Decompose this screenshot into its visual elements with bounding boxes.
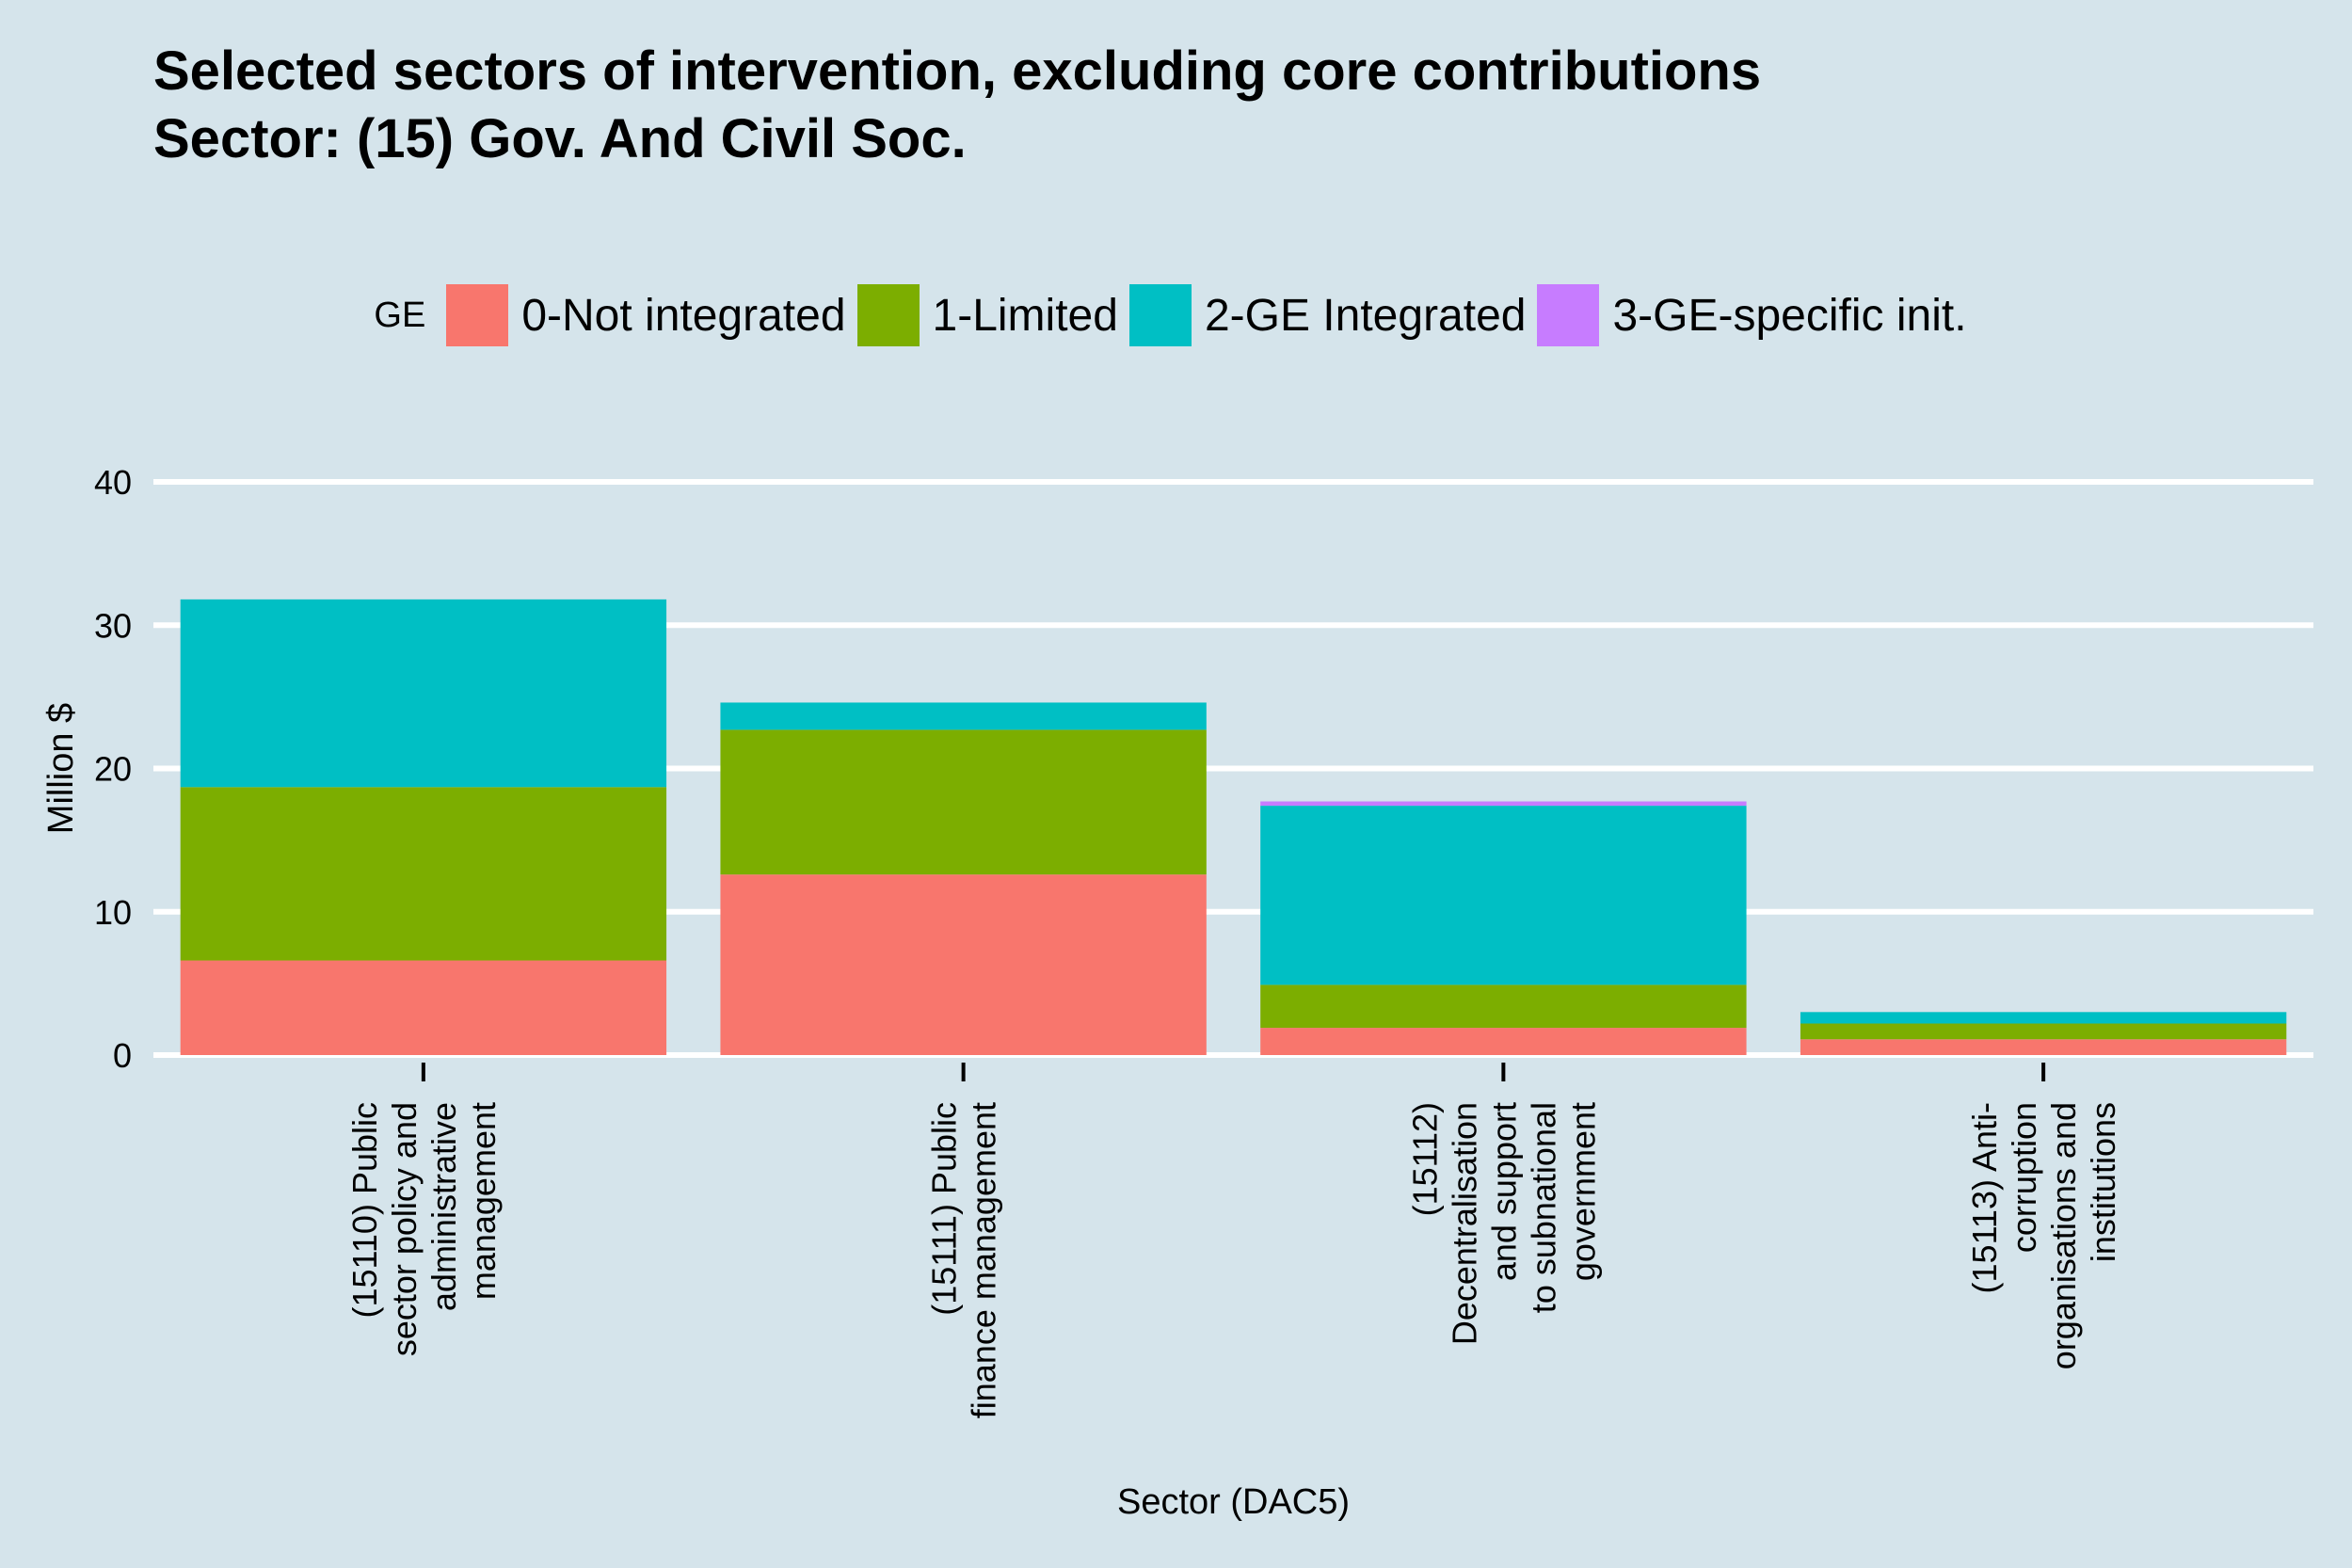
y-tick-label: 0: [113, 1036, 132, 1075]
bar-segment: [1260, 801, 1747, 807]
x-tick-label-text: (15113) Anti-corruptionorganisations and…: [1965, 1102, 2122, 1369]
x-tick-label: (15112)Decentralisationand supportto sub…: [1405, 1102, 1602, 1345]
y-tick-label: 40: [94, 463, 132, 502]
legend-label: 3-GE-specific init.: [1612, 290, 1967, 341]
legend-swatch: [446, 284, 509, 346]
legend-label: 1-Limited: [932, 290, 1118, 341]
y-tick-label: 20: [94, 750, 132, 789]
bar-segment: [720, 729, 1207, 875]
x-tick-label-line: management: [464, 1102, 503, 1300]
x-tick-label-line: sector policy and: [385, 1102, 424, 1356]
bar-segment: [720, 702, 1207, 730]
legend-swatch: [856, 284, 920, 346]
y-tick-label: 10: [94, 893, 132, 932]
bar-segment: [1260, 984, 1747, 1029]
y-tick-label: 30: [94, 606, 132, 645]
chart-title-line-1: Selected sectors of intervention, exclud…: [153, 40, 1762, 102]
x-tick-label-line: institutions: [2084, 1102, 2122, 1262]
legend-swatch: [1537, 284, 1600, 346]
x-tick-label: (15113) Anti-corruptionorganisations and…: [1965, 1102, 2122, 1369]
x-tick-label-text: (15112)Decentralisationand supportto sub…: [1405, 1102, 1602, 1345]
x-tick-label-line: (15110) Public: [345, 1102, 384, 1318]
x-axis-title: Sector (DAC5): [1117, 1482, 1350, 1522]
bar-segment: [1800, 1023, 2287, 1040]
legend-label: 0-Not integrated: [521, 290, 846, 341]
x-tick-label-line: government: [1563, 1102, 1602, 1281]
legend-title: GE: [374, 295, 426, 335]
legend-item-ge-specific: 3-GE-specific init.: [1537, 284, 1967, 346]
x-tick-label-line: administrative: [424, 1102, 463, 1311]
bar-segment: [1800, 1039, 2287, 1055]
legend-item-limited: 1-Limited: [856, 284, 1118, 346]
x-tick-label: (15110) Publicsector policy andadministr…: [345, 1102, 503, 1356]
x-tick-label-line: (15111) Public: [925, 1102, 964, 1316]
bar-segment: [1800, 1012, 2287, 1024]
bar-segment: [1260, 1028, 1747, 1055]
x-tick-label-text: (15110) Publicsector policy andadministr…: [345, 1102, 503, 1356]
x-tick-label-line: finance management: [965, 1102, 1003, 1418]
x-tick-label-line: organisations and: [2044, 1102, 2083, 1369]
legend-item-not-integrated: 0-Not integrated: [446, 284, 846, 346]
x-tick-label-line: (15112): [1405, 1102, 1444, 1216]
x-tick-label-line: (15113) Anti-: [1965, 1102, 2004, 1293]
bar-segment: [180, 960, 667, 1055]
x-tick-label-line: Decentralisation: [1445, 1102, 1483, 1345]
chart-title: Selected sectors of intervention, exclud…: [153, 38, 1761, 173]
bar-segment: [180, 599, 667, 788]
legend-item-ge-integrated: 2-GE Integrated: [1128, 284, 1527, 346]
legend: GE 0-Not integrated 1-Limited 2-GE Integ…: [0, 282, 2352, 348]
x-tick-label-text: (15111) Publicfinance management: [925, 1102, 1003, 1418]
bar-segment: [1260, 806, 1747, 985]
x-tick-label-line: and support: [1484, 1102, 1523, 1281]
bar-segment: [720, 874, 1207, 1055]
bar-segment: [180, 787, 667, 961]
y-axis-title: Million $: [41, 703, 81, 834]
x-tick-label-line: to subnational: [1524, 1102, 1562, 1313]
legend-swatch: [1128, 284, 1192, 346]
legend-label: 2-GE Integrated: [1204, 290, 1527, 341]
chart-title-line-2: Sector: (15) Gov. And Civil Soc.: [153, 108, 967, 169]
x-tick-label: (15111) Publicfinance management: [925, 1102, 1003, 1418]
x-tick-label-line: corruption: [2005, 1102, 2043, 1253]
